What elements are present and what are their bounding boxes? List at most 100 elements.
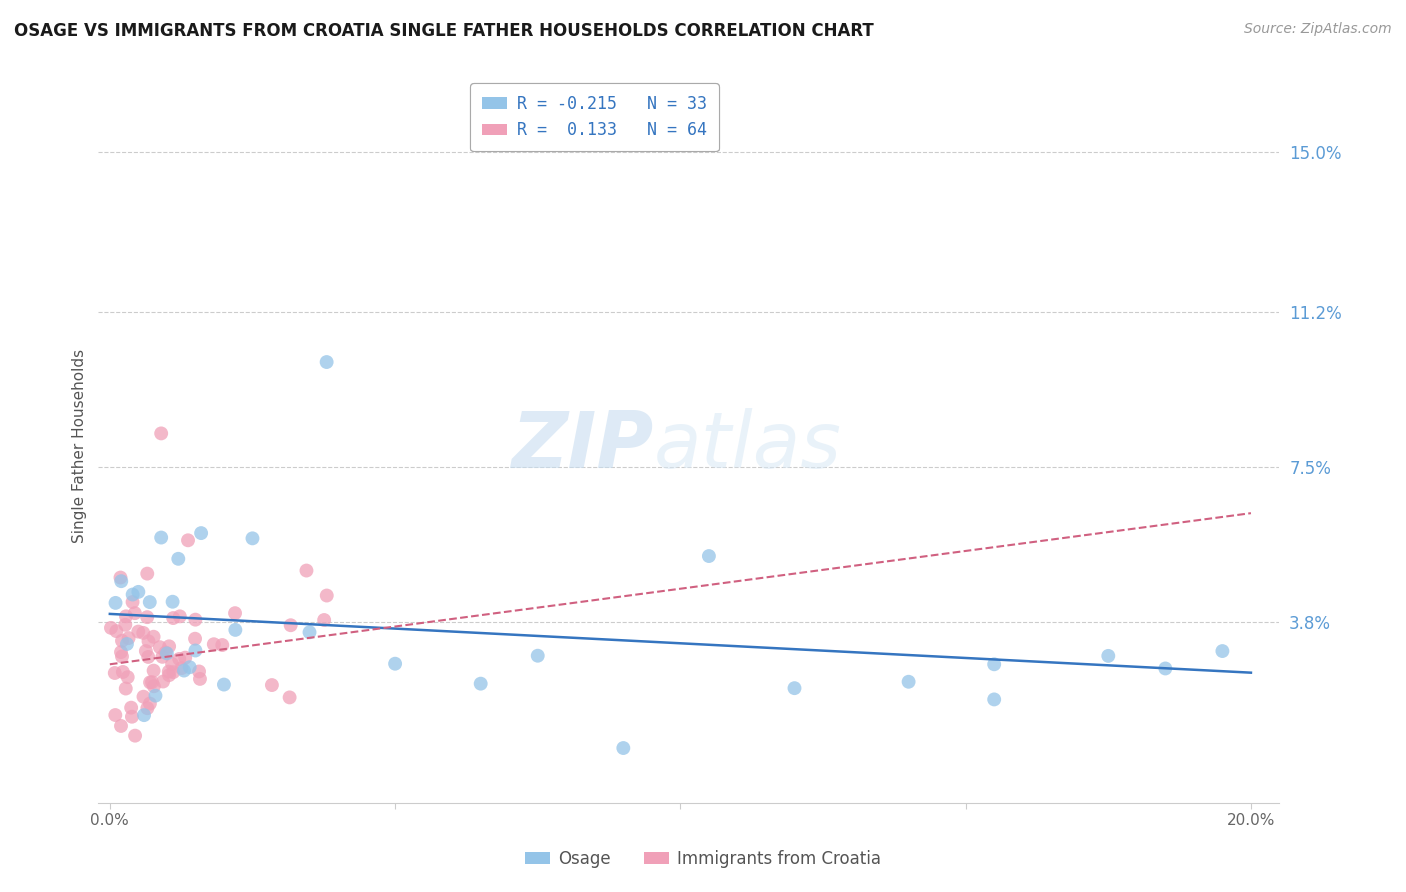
- Point: [169, 609, 191, 624]
- Point: [115, 609, 138, 624]
- Point: [314, 613, 336, 627]
- Point: [149, 640, 172, 655]
- Point: [212, 677, 235, 691]
- Point: [132, 708, 155, 723]
- Point: [127, 624, 149, 639]
- Point: [124, 729, 146, 743]
- Point: [121, 709, 143, 723]
- Point: [184, 643, 207, 657]
- Point: [224, 623, 246, 637]
- Point: [152, 649, 174, 664]
- Point: [156, 646, 179, 660]
- Point: [170, 661, 193, 675]
- Point: [280, 618, 302, 632]
- Point: [155, 646, 177, 660]
- Point: [132, 625, 155, 640]
- Point: [145, 689, 167, 703]
- Point: [612, 741, 634, 756]
- Point: [124, 606, 146, 620]
- Point: [104, 708, 127, 723]
- Point: [157, 668, 180, 682]
- Point: [315, 589, 337, 603]
- Point: [104, 596, 127, 610]
- Point: [141, 675, 163, 690]
- Point: [135, 644, 157, 658]
- Text: Source: ZipAtlas.com: Source: ZipAtlas.com: [1244, 22, 1392, 37]
- Point: [224, 606, 246, 620]
- Point: [127, 585, 149, 599]
- Point: [150, 531, 173, 545]
- Point: [526, 648, 548, 663]
- Point: [278, 690, 301, 705]
- Point: [104, 665, 127, 680]
- Point: [174, 650, 197, 665]
- Point: [298, 625, 321, 640]
- Point: [117, 631, 139, 645]
- Point: [142, 630, 165, 644]
- Point: [136, 649, 159, 664]
- Point: [157, 665, 180, 679]
- Point: [162, 595, 184, 609]
- Point: [121, 588, 143, 602]
- Point: [188, 665, 211, 679]
- Point: [384, 657, 406, 671]
- Text: OSAGE VS IMMIGRANTS FROM CROATIA SINGLE FATHER HOUSEHOLDS CORRELATION CHART: OSAGE VS IMMIGRANTS FROM CROATIA SINGLE …: [14, 22, 873, 40]
- Point: [169, 652, 191, 666]
- Point: [188, 672, 211, 686]
- Point: [697, 549, 720, 563]
- Point: [150, 426, 173, 441]
- Point: [111, 633, 134, 648]
- Point: [132, 690, 155, 704]
- Point: [110, 574, 132, 589]
- Point: [111, 649, 134, 664]
- Legend: Osage, Immigrants from Croatia: Osage, Immigrants from Croatia: [517, 844, 889, 875]
- Text: atlas: atlas: [654, 408, 841, 484]
- Point: [177, 533, 200, 548]
- Point: [162, 665, 184, 680]
- Point: [179, 660, 201, 674]
- Point: [152, 674, 174, 689]
- Point: [211, 638, 233, 652]
- Point: [242, 532, 264, 546]
- Point: [1154, 661, 1177, 675]
- Point: [184, 632, 207, 646]
- Point: [157, 640, 180, 654]
- Point: [139, 595, 162, 609]
- Point: [295, 564, 318, 578]
- Point: [110, 645, 132, 659]
- Point: [120, 700, 142, 714]
- Point: [110, 719, 132, 733]
- Point: [1211, 644, 1233, 658]
- Point: [983, 692, 1005, 706]
- Point: [114, 681, 136, 696]
- Legend: R = -0.215   N = 33, R =  0.133   N = 64: R = -0.215 N = 33, R = 0.133 N = 64: [470, 83, 718, 151]
- Point: [315, 355, 337, 369]
- Point: [173, 664, 195, 678]
- Point: [110, 570, 132, 584]
- Point: [202, 637, 225, 651]
- Point: [260, 678, 283, 692]
- Point: [121, 595, 143, 609]
- Point: [1097, 648, 1119, 663]
- Point: [115, 637, 138, 651]
- Point: [162, 611, 184, 625]
- Point: [117, 670, 139, 684]
- Point: [783, 681, 806, 695]
- Point: [105, 624, 128, 639]
- Y-axis label: Single Father Households: Single Father Households: [72, 349, 87, 543]
- Point: [139, 697, 162, 711]
- Text: ZIP: ZIP: [512, 408, 654, 484]
- Point: [136, 701, 159, 715]
- Point: [190, 526, 212, 541]
- Point: [983, 657, 1005, 672]
- Point: [167, 551, 190, 566]
- Point: [184, 613, 207, 627]
- Point: [136, 566, 159, 581]
- Point: [114, 617, 136, 632]
- Point: [139, 675, 162, 690]
- Point: [138, 634, 160, 648]
- Point: [142, 679, 165, 693]
- Point: [470, 676, 492, 690]
- Point: [136, 610, 159, 624]
- Point: [100, 621, 122, 635]
